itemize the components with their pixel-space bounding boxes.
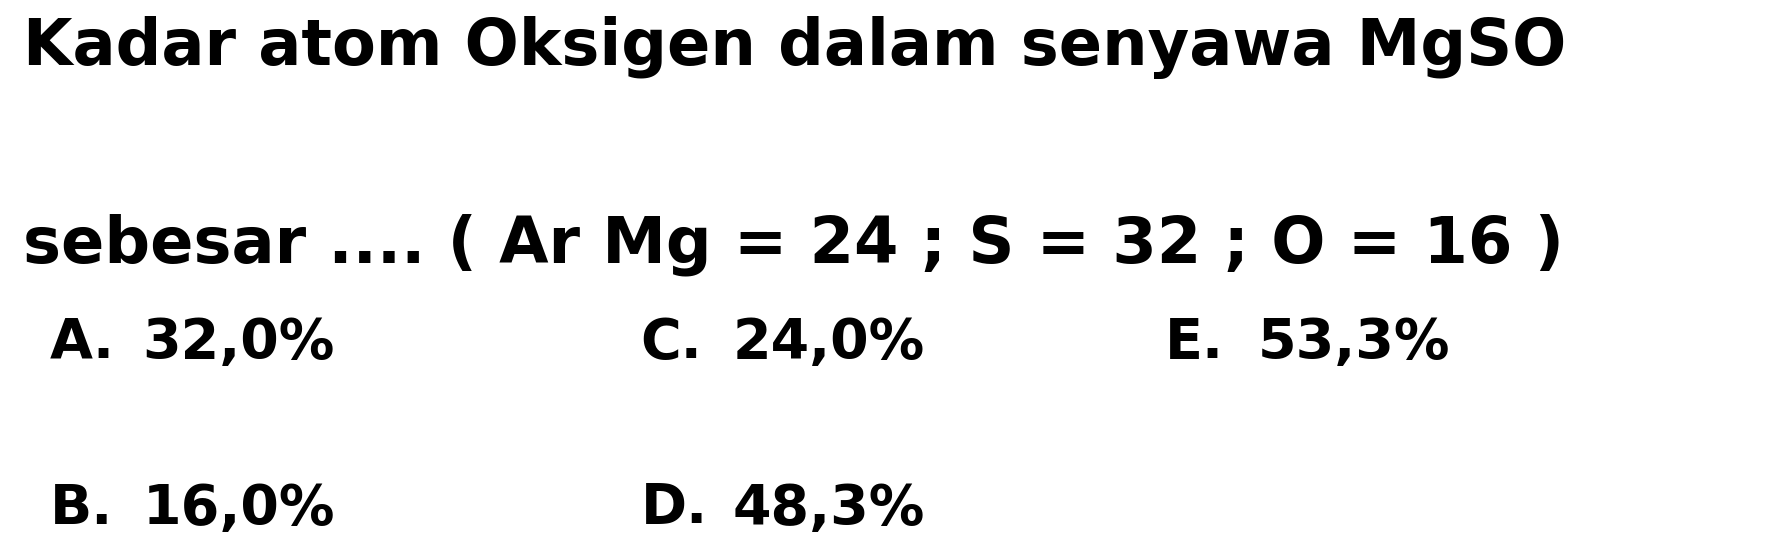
Text: Kadar atom Oksigen dalam senyawa MgSO: Kadar atom Oksigen dalam senyawa MgSO [23,16,1567,79]
Text: 24,0%: 24,0% [733,316,925,370]
Text: C.: C. [640,316,703,370]
Text: 16,0%: 16,0% [142,482,334,535]
Text: D.: D. [640,482,708,535]
Text: 53,3%: 53,3% [1258,316,1450,370]
Text: 32,0%: 32,0% [142,316,334,370]
Text: B.: B. [50,482,114,535]
Text: sebesar .... ( Ar Mg = 24 ; S = 32 ; O = 16 ): sebesar .... ( Ar Mg = 24 ; S = 32 ; O =… [23,214,1564,277]
Text: A.: A. [50,316,116,370]
Text: 48,3%: 48,3% [733,482,925,535]
Text: E.: E. [1165,316,1224,370]
